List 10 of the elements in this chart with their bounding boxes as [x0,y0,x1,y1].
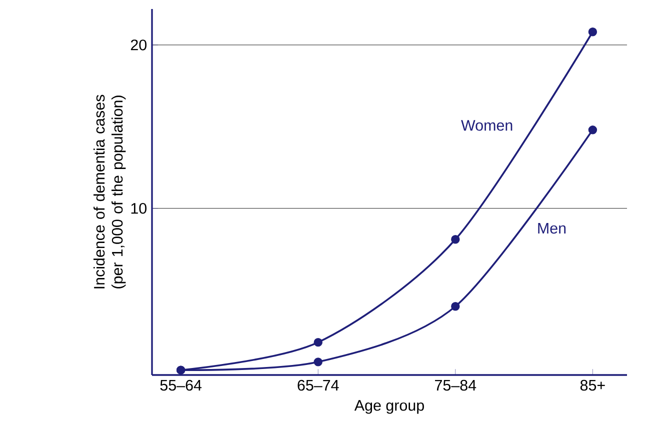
x-tick-label: 55–64 [160,380,202,391]
x-tick-label: 85+ [580,380,605,391]
x-tick-label: 65–74 [298,380,339,391]
y-tick-label: 20 [130,40,146,50]
x-tick-label: 75–84 [435,380,476,391]
x-axis-title: Age group [354,400,424,414]
series-label: Women [461,120,512,131]
series-label: Men [538,223,566,234]
y-axis-title: Incidence of dementia cases (per 1,000 of the population) [94,94,126,288]
y-tick-label: 10 [131,202,146,214]
